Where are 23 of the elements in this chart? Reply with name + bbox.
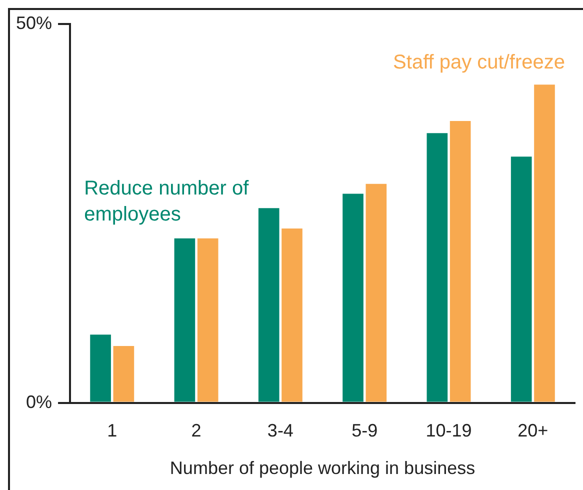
series-label: Reduce number of employees bbox=[84, 177, 250, 226]
series-label: Staff pay cut/freeze bbox=[393, 52, 565, 74]
x-axis-title: Number of people working in business bbox=[170, 458, 476, 478]
bar bbox=[90, 334, 111, 402]
bar bbox=[450, 120, 471, 402]
y-tick-label: 0% bbox=[26, 392, 52, 412]
x-tick-label: 2 bbox=[191, 420, 202, 441]
x-tick-label: 1 bbox=[107, 420, 118, 441]
bar bbox=[426, 133, 448, 402]
x-tick-label: 5-9 bbox=[352, 420, 378, 441]
x-tick-label: 10-19 bbox=[426, 420, 472, 441]
bar bbox=[366, 184, 387, 402]
bar bbox=[174, 238, 196, 402]
bar bbox=[113, 346, 134, 402]
x-tick-label: 20+ bbox=[518, 420, 548, 441]
x-tick-label: 3-4 bbox=[267, 420, 294, 441]
bar bbox=[342, 194, 364, 402]
bar bbox=[258, 208, 280, 402]
y-tick-label: 50% bbox=[16, 12, 52, 33]
bar bbox=[282, 228, 302, 402]
bar bbox=[534, 84, 555, 402]
bar bbox=[197, 238, 218, 402]
bar bbox=[510, 156, 532, 402]
